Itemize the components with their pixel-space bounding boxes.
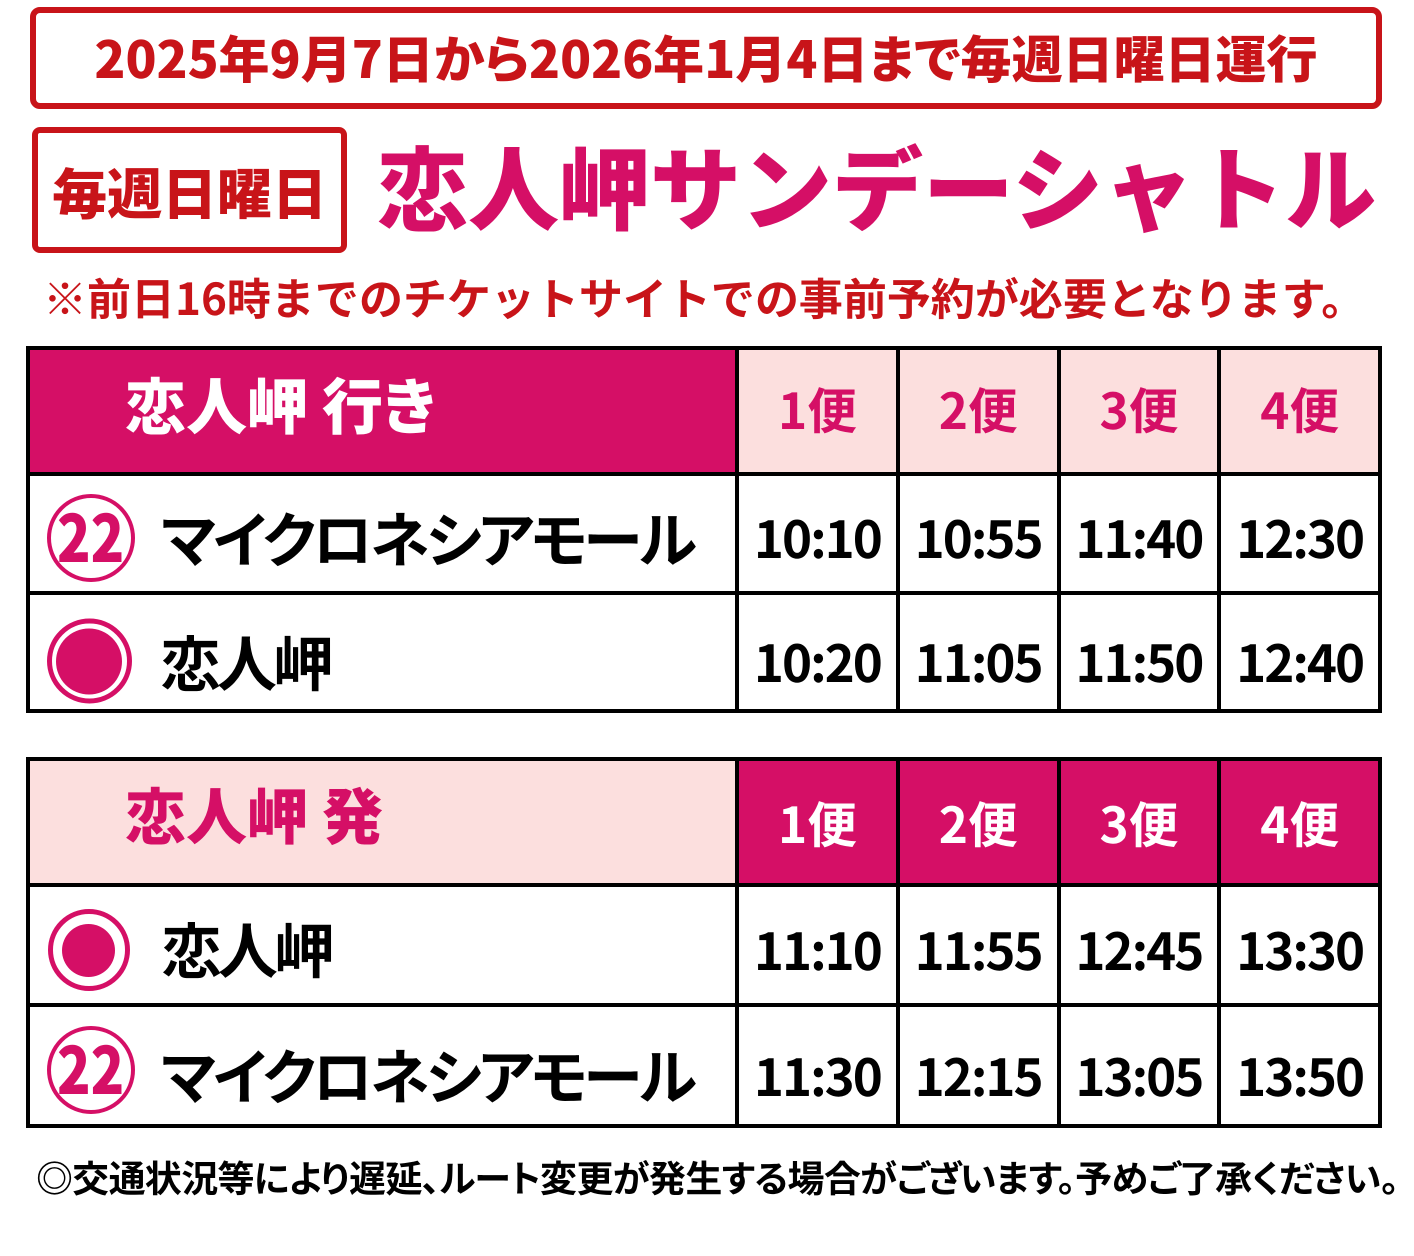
time-cell: 13:05 xyxy=(1060,1007,1218,1124)
service-column-label: 3便 xyxy=(1099,373,1179,445)
service-column-header: 2便 xyxy=(899,350,1057,472)
bus-stop-icon-dot xyxy=(56,628,122,694)
time-value: 13:30 xyxy=(1236,910,1365,985)
service-column-header: 1便 xyxy=(739,350,896,472)
service-column-header: 2便 xyxy=(899,761,1057,883)
time-cell: 13:30 xyxy=(1221,887,1378,1003)
time-cell: 12:30 xyxy=(1221,476,1378,591)
time-cell: 11:30 xyxy=(739,1007,896,1124)
time-cell: 11:05 xyxy=(899,595,1057,709)
route-22-badge-number: 22 xyxy=(57,1019,125,1113)
time-cell: 11:40 xyxy=(1060,476,1218,591)
station-cell: 22 マイクロネシアモール xyxy=(30,1007,735,1124)
time-cell: 11:10 xyxy=(739,887,896,1003)
reservation-note: ※前日16時までのチケットサイトでの事前予約が必要となります。 xyxy=(43,264,1366,328)
poster-title: 恋人岬サンデーシャトル xyxy=(377,117,1377,250)
time-value: 12:45 xyxy=(1075,910,1204,985)
station-cell: 恋人岬 xyxy=(30,887,735,1003)
bus-stop-icon xyxy=(47,909,130,991)
time-cell: 11:50 xyxy=(1060,595,1218,709)
time-value: 10:10 xyxy=(753,499,883,573)
table-header-label: 恋人岬 行き xyxy=(125,357,436,447)
service-column-header: 1便 xyxy=(739,761,896,883)
time-cell: 10:10 xyxy=(739,476,896,591)
service-column-label: 4便 xyxy=(1260,373,1339,445)
station-cell: 恋人岬 xyxy=(30,595,735,709)
station-name: マイクロネシアモール xyxy=(161,492,697,580)
operating-period-text: 2025年9月7日から2026年1月4日まで毎週日曜日運行 xyxy=(94,18,1318,93)
timetable-to-lovers-point: 恋人岬 行き 1便 2便 3便 4便 22 マイクロネシアモール 10:10 10:55 11:… xyxy=(26,346,1382,713)
service-column-label: 2便 xyxy=(938,373,1018,445)
time-cell: 10:20 xyxy=(739,595,896,709)
station-name: 恋人岬 xyxy=(161,904,335,991)
time-cell: 12:40 xyxy=(1221,595,1378,709)
time-value: 13:05 xyxy=(1075,1036,1204,1111)
time-value: 11:55 xyxy=(914,910,1044,985)
every-sunday-badge: 毎週日曜日 xyxy=(32,127,347,253)
route-22-badge-icon: 22 xyxy=(47,486,135,582)
time-value: 12:30 xyxy=(1236,499,1365,573)
time-value: 13:50 xyxy=(1236,1036,1365,1111)
route-22-badge-number: 22 xyxy=(57,486,125,581)
every-sunday-badge-text: 毎週日曜日 xyxy=(51,149,327,230)
time-cell: 10:55 xyxy=(899,476,1057,591)
time-cell: 12:45 xyxy=(1060,887,1218,1003)
time-value: 11:40 xyxy=(1075,499,1204,573)
service-column-label: 4便 xyxy=(1260,787,1339,859)
time-value: 11:50 xyxy=(1075,623,1204,697)
station-cell: 22 マイクロネシアモール xyxy=(30,476,735,591)
time-value: 11:30 xyxy=(753,1036,883,1111)
service-column-header: 3便 xyxy=(1060,350,1218,472)
service-column-label: 1便 xyxy=(778,373,857,445)
station-name: 恋人岬 xyxy=(160,616,334,704)
service-column-header: 3便 xyxy=(1060,761,1218,883)
bus-stop-icon-dot xyxy=(62,923,115,977)
service-column-header: 4便 xyxy=(1221,761,1378,883)
time-value: 11:05 xyxy=(914,623,1044,697)
time-cell: 13:50 xyxy=(1221,1007,1378,1124)
operating-period-banner: 2025年9月7日から2026年1月4日まで毎週日曜日運行 xyxy=(30,7,1382,109)
time-cell: 12:15 xyxy=(899,1007,1057,1124)
bus-stop-icon xyxy=(46,618,132,704)
service-column-label: 2便 xyxy=(938,787,1018,859)
service-column-header: 4便 xyxy=(1221,350,1378,472)
delay-disclaimer: ◎交通状況等により遅延、ルート変更が発生する場合がございます。予めご了承ください… xyxy=(36,1149,1399,1203)
table-header-label-cell: 恋人岬 行き xyxy=(30,350,735,472)
time-value: 11:10 xyxy=(753,910,883,985)
table-header-label-cell: 恋人岬 発 xyxy=(30,761,735,883)
time-cell: 11:55 xyxy=(899,887,1057,1003)
service-column-label: 1便 xyxy=(778,787,857,859)
table-header-label: 恋人岬 発 xyxy=(125,767,383,857)
time-value: 10:55 xyxy=(914,499,1044,573)
time-value: 12:15 xyxy=(914,1036,1044,1111)
route-22-badge-icon: 22 xyxy=(47,1026,135,1114)
service-column-label: 3便 xyxy=(1099,787,1179,859)
timetable-from-lovers-point: 恋人岬 発 1便 2便 3便 4便 恋人岬 11:10 11:55 12:45 13:30 22… xyxy=(26,757,1382,1128)
station-name: マイクロネシアモール xyxy=(161,1030,697,1117)
time-value: 10:20 xyxy=(753,623,883,697)
time-value: 12:40 xyxy=(1236,623,1365,697)
